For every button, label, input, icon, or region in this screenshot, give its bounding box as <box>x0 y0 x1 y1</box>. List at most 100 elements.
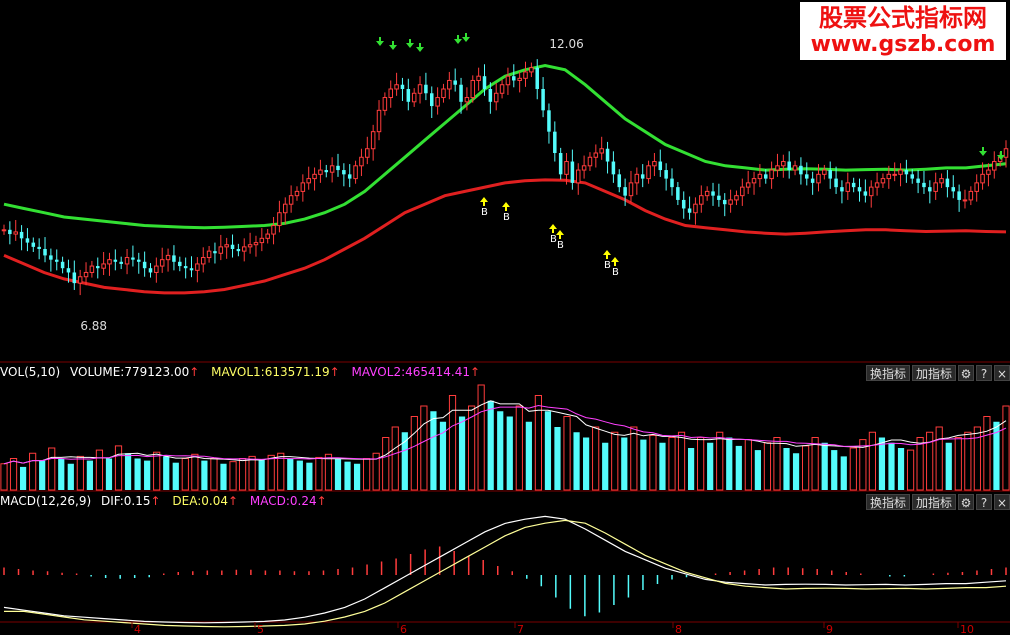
candle-body <box>670 178 674 188</box>
candle-body <box>95 266 100 269</box>
volume-bar <box>248 455 256 491</box>
candle-body <box>916 178 920 183</box>
volume-bar <box>735 445 742 490</box>
candle-body <box>857 187 862 192</box>
candle-body <box>447 79 452 90</box>
watermark-url: www.gszb.com <box>810 32 996 57</box>
high-price-label: 12.06 <box>549 37 583 51</box>
candle-body <box>868 186 874 197</box>
vol-indicator-name: VOL(5,10) <box>0 365 61 379</box>
candle-body <box>464 97 470 103</box>
candle-body <box>493 92 499 103</box>
volume-bar <box>76 455 84 491</box>
help-button[interactable]: ? <box>976 365 992 381</box>
candle-body <box>951 187 956 192</box>
candle-body <box>113 259 118 262</box>
volume-bar <box>144 460 151 490</box>
candle-body <box>424 84 428 94</box>
x-axis-tick-label: 4 <box>134 623 141 635</box>
candle-body <box>417 84 423 94</box>
volume-bar <box>592 426 600 491</box>
candle-body <box>178 261 182 267</box>
candle-body <box>593 152 599 158</box>
add-indicator-button[interactable]: 加指标 <box>911 494 956 510</box>
volume-bar <box>58 458 65 490</box>
candle-body <box>992 161 997 171</box>
buy-arrow-icon <box>611 257 619 266</box>
candle-body <box>553 131 557 153</box>
volume-bar <box>220 463 227 490</box>
candle-body <box>213 251 217 254</box>
candle-body <box>581 165 587 171</box>
candle-body <box>775 165 780 171</box>
candle-body <box>640 174 645 179</box>
candle-body <box>236 249 241 252</box>
candle-body <box>154 265 159 273</box>
candle-body <box>271 225 276 235</box>
candle-body <box>142 261 147 269</box>
candle-body <box>962 199 968 202</box>
volume-bar <box>267 454 275 491</box>
buy-signal-label: B <box>604 260 611 271</box>
switch-indicator-button[interactable]: 换指标 <box>865 365 910 381</box>
buy-signal-label: B <box>557 240 564 251</box>
candle-body <box>799 165 803 175</box>
volume-bar <box>621 437 628 490</box>
candle-body <box>693 203 698 214</box>
volume-bar <box>497 411 504 490</box>
candle-body <box>957 191 961 200</box>
candle-body <box>805 174 809 179</box>
candle-body <box>845 182 851 192</box>
candle-body <box>376 109 382 133</box>
vol-panel-header: VOL(5,10) VOLUME:779123.00↑ MAVOL1:61357… <box>0 364 486 380</box>
volume-bar <box>906 449 915 491</box>
candle-body <box>31 242 36 247</box>
candle-body <box>195 263 200 271</box>
candle-body <box>224 244 229 248</box>
candle-body <box>505 75 511 86</box>
candle-body <box>611 161 616 175</box>
candle-body <box>910 174 915 179</box>
x-axis-tick-label: 6 <box>400 623 407 635</box>
volume-bar <box>277 452 285 491</box>
candle-body <box>763 174 768 179</box>
vol-panel-buttons: 换指标 加指标 ⚙ ? × <box>865 365 1010 381</box>
candle-body <box>851 182 856 188</box>
candle-body <box>8 229 12 235</box>
help-button[interactable]: ? <box>976 494 992 510</box>
switch-indicator-button[interactable]: 换指标 <box>865 494 910 510</box>
x-axis-tick-label: 8 <box>675 623 682 635</box>
volume-bar <box>287 458 294 490</box>
volume-bar <box>849 447 857 491</box>
up-arrow-icon: ↑ <box>329 365 340 379</box>
candle-body <box>54 259 59 262</box>
volume-bar <box>534 395 543 491</box>
gear-icon[interactable]: ⚙ <box>958 494 974 510</box>
volume-bar <box>477 384 485 491</box>
volume-value: VOLUME:779123.00 <box>70 365 190 379</box>
candle-body <box>259 237 265 244</box>
close-button[interactable]: × <box>994 365 1010 381</box>
candle-body <box>288 195 294 205</box>
volume-bar <box>640 439 647 490</box>
candle-body <box>60 261 65 269</box>
volume-bar <box>67 463 74 490</box>
volume-bar <box>114 445 123 491</box>
candle-body <box>751 178 757 184</box>
candle-body <box>83 271 89 278</box>
volume-bar <box>9 458 18 491</box>
volume-bar <box>754 450 761 490</box>
sell-arrow-icon <box>454 35 462 44</box>
candle-body <box>968 190 974 201</box>
gear-icon[interactable]: ⚙ <box>958 365 974 381</box>
close-button[interactable]: × <box>994 494 1010 510</box>
volume-bar <box>458 416 466 490</box>
candle-body <box>717 195 721 200</box>
band-line-upper <box>3 63 1007 230</box>
candle-body <box>664 170 668 179</box>
volume-bar <box>172 462 179 490</box>
candle-body <box>441 88 446 99</box>
add-indicator-button[interactable]: 加指标 <box>911 365 956 381</box>
volume-bar <box>467 405 476 491</box>
volume-bar <box>811 437 819 491</box>
